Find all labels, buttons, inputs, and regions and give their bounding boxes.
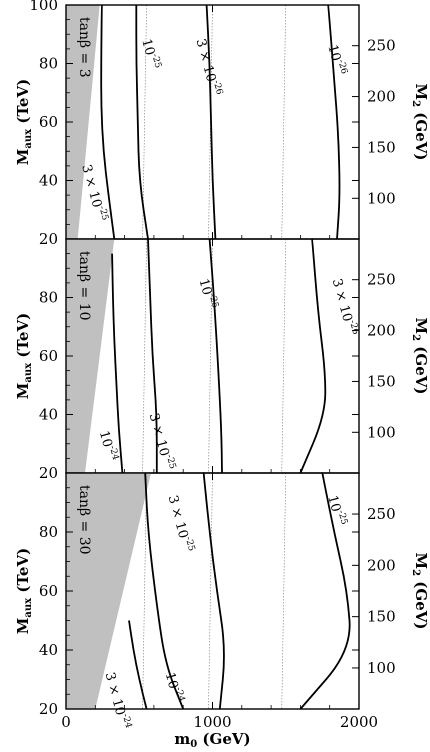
contour-label: 3 × 10-26 xyxy=(193,37,225,98)
panel-tanbeta-label: tanβ = 30 xyxy=(76,485,92,555)
panel-2: 10-24 3 × 10-25 10-25 3 × 10-26 tanβ = 10 20 4… xyxy=(14,238,430,482)
dotted-guide-line xyxy=(142,472,147,710)
y-tick-label: 60 xyxy=(39,582,58,600)
contour-line xyxy=(202,472,225,710)
m2-tick-label: 200 xyxy=(367,556,396,574)
dotted-guide-line xyxy=(208,472,213,710)
contour-label: 3 × 10-26 xyxy=(329,277,361,338)
dotted-guide-line xyxy=(142,238,147,474)
contour-line xyxy=(299,238,327,474)
y-axis-title: Maux (TeV) xyxy=(14,313,34,399)
contour-label: 3 × 10-24 xyxy=(102,670,134,731)
contour-line xyxy=(111,253,124,474)
x-tick-label: 1000 xyxy=(193,713,231,731)
y-tick-label: 20 xyxy=(39,230,58,248)
panel-3: 3 × 10-24 10-24 3 × 10-25 10-25 tanβ = 30 20 4… xyxy=(14,472,430,731)
y-tick-label: 100 xyxy=(29,0,58,14)
m2-tick-label: 150 xyxy=(367,372,396,390)
contour-label: 10-25 xyxy=(138,37,163,72)
y-axis-title: Maux (TeV) xyxy=(14,79,34,165)
m2-tick-label: 100 xyxy=(367,189,396,207)
dotted-guide-line xyxy=(281,238,287,474)
y-tick-label: 80 xyxy=(39,523,58,541)
dotted-guide-line xyxy=(142,4,147,240)
m2-axis-title: M2 (GeV) xyxy=(410,553,430,630)
excluded-region xyxy=(66,239,115,473)
contour-label: 10-24 xyxy=(96,429,121,464)
y-tick-label: 60 xyxy=(39,347,58,365)
y-tick-label: 60 xyxy=(39,113,58,131)
y-tick-label: 80 xyxy=(39,289,58,307)
contour-line xyxy=(100,4,116,240)
contour-line xyxy=(327,4,341,240)
panel-tanbeta-label: tanβ = 10 xyxy=(76,251,92,321)
contour-line xyxy=(147,238,158,473)
contour-label: 10-25 xyxy=(324,493,349,528)
panel-tanbeta-label: tanβ = 3 xyxy=(76,17,92,78)
y-axis-title: Maux (TeV) xyxy=(14,548,34,634)
x-tick-label: 2000 xyxy=(340,713,378,731)
x-tick-label: 0 xyxy=(61,713,71,731)
y-tick-label: 20 xyxy=(39,700,58,718)
m2-tick-label: 150 xyxy=(367,138,396,156)
m2-tick-label: 150 xyxy=(367,608,396,626)
excluded-region xyxy=(66,5,100,239)
y-tick-label: 20 xyxy=(39,464,58,482)
y-tick-label: 80 xyxy=(39,55,58,73)
m2-tick-label: 250 xyxy=(367,271,396,289)
x-axis-title: m0 (GeV) xyxy=(174,730,250,750)
m2-tick-label: 100 xyxy=(367,659,396,677)
y-tick-label: 40 xyxy=(39,172,58,190)
contour-line xyxy=(205,4,217,240)
contour-line xyxy=(128,620,148,710)
m2-tick-label: 200 xyxy=(367,88,396,106)
excluded-region xyxy=(66,473,151,709)
contour-line xyxy=(299,472,351,710)
m2-tick-label: 100 xyxy=(367,423,396,441)
dotted-guide-line xyxy=(281,4,287,240)
y-tick-label: 40 xyxy=(39,641,58,659)
contour-label: 3 × 10-25 xyxy=(165,493,197,554)
m2-tick-label: 250 xyxy=(367,37,396,55)
m2-tick-label: 250 xyxy=(367,505,396,523)
contour-label: 10-25 xyxy=(195,277,220,312)
contour-line xyxy=(208,238,223,474)
m2-axis-title: M2 (GeV) xyxy=(410,84,430,161)
m2-axis-title: M2 (GeV) xyxy=(410,318,430,395)
y-tick-label: 40 xyxy=(39,406,58,424)
contour-line xyxy=(135,5,149,240)
contour-label: 10-26 xyxy=(324,43,349,78)
contour-line xyxy=(144,472,185,710)
contour-label: 3 × 10-25 xyxy=(146,411,178,472)
contour-label: 10-24 xyxy=(162,670,187,705)
dotted-guide-line xyxy=(281,472,287,710)
m2-tick-label: 200 xyxy=(367,322,396,340)
